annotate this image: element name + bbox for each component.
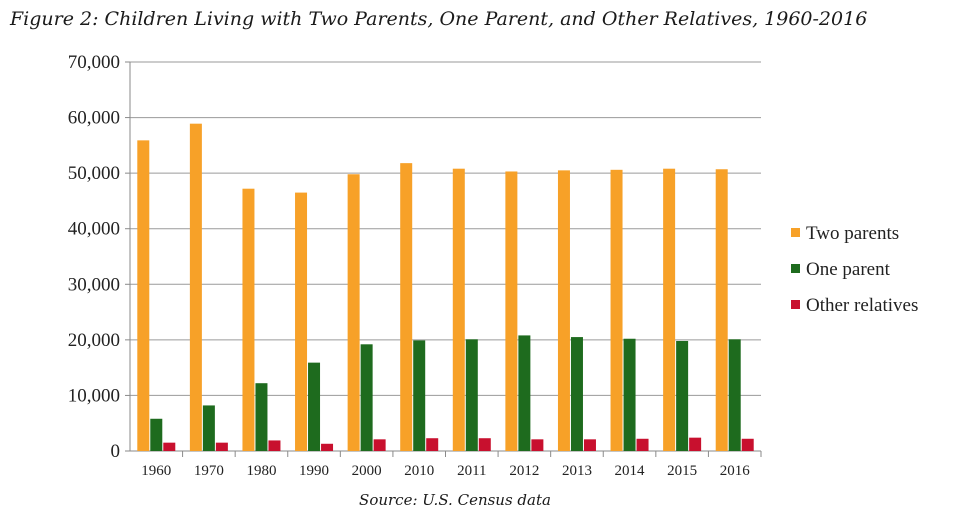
x-tick-label: 2016: [720, 463, 751, 479]
bar-other-relatives-2012: [531, 439, 544, 451]
y-tick-label: 60,000: [68, 108, 120, 129]
bar-other-relatives-1960: [163, 442, 176, 451]
bar-other-relatives-2011: [478, 438, 491, 451]
bar-other-relatives-1990: [321, 443, 334, 451]
gridlines: [130, 61, 761, 396]
chart-source: Source: U.S. Census data: [359, 491, 551, 509]
bar-one-parent-1990: [308, 362, 321, 451]
bar-two-parents-2014: [610, 169, 623, 451]
axes: [125, 61, 762, 457]
bar-two-parents-2010: [400, 163, 413, 451]
legend-label-one-parent: One parent: [806, 259, 891, 280]
x-tick-label: 1970: [194, 463, 224, 479]
bar-other-relatives-2000: [373, 439, 386, 451]
x-tick-label: 1980: [246, 463, 276, 479]
y-tick-label: 20,000: [68, 330, 120, 351]
bar-two-parents-2015: [663, 168, 676, 451]
bar-one-parent-1980: [255, 383, 268, 451]
y-tick-label: 50,000: [68, 163, 120, 184]
bar-two-parents-2000: [347, 174, 360, 452]
bar-one-parent-1960: [150, 418, 163, 451]
bar-one-parent-2010: [413, 340, 426, 451]
bar-one-parent-2012: [518, 335, 531, 451]
bar-one-parent-2013: [570, 337, 583, 451]
bar-two-parents-1980: [242, 188, 255, 451]
x-tick-label: 1960: [141, 463, 171, 479]
bar-two-parents-2012: [505, 171, 518, 451]
bar-other-relatives-1980: [268, 440, 281, 451]
bar-two-parents-2013: [557, 170, 570, 451]
legend-swatch-two-parents: [791, 228, 800, 237]
x-tick-label: 2012: [509, 463, 539, 479]
bar-other-relatives-2010: [426, 438, 439, 451]
bar-one-parent-2011: [465, 339, 478, 451]
legend-label-other-relatives: Other relatives: [806, 295, 918, 316]
bar-other-relatives-2015: [689, 437, 702, 451]
chart-title: Figure 2: Children Living with Two Paren…: [10, 8, 868, 30]
bar-two-parents-1990: [295, 192, 308, 452]
y-tick-label: 0: [111, 441, 121, 462]
bar-one-parent-2016: [728, 339, 741, 451]
x-tick-label: 1990: [299, 463, 329, 479]
y-tick-label: 40,000: [68, 219, 120, 240]
bar-other-relatives-2014: [636, 438, 649, 451]
y-tick-label: 70,000: [68, 52, 120, 73]
bar-one-parent-2015: [676, 340, 689, 451]
y-tick-label: 10,000: [68, 385, 120, 406]
x-tick-label: 2014: [615, 463, 646, 479]
legend-swatch-one-parent: [791, 264, 800, 273]
bar-other-relatives-2016: [741, 438, 754, 451]
x-tick-labels: 1960 1970 1980 1990 2000 2010 2011 2012 2013 2014…: [141, 463, 750, 479]
bar-one-parent-2014: [623, 338, 636, 451]
y-tick-labels: 0 10,000 20,000 30,000 40,000 50,000 60,000 70,…: [68, 52, 120, 462]
bars: [137, 123, 754, 452]
bar-one-parent-1970: [202, 405, 215, 451]
x-tick-label: 2000: [352, 463, 382, 479]
bar-other-relatives-2013: [583, 439, 596, 451]
bar-two-parents-2011: [452, 168, 465, 451]
bar-two-parents-1970: [189, 123, 202, 451]
y-tick-label: 30,000: [68, 274, 120, 295]
x-tick-label: 2010: [404, 463, 434, 479]
x-tick-label: 2013: [562, 463, 592, 479]
x-tick-label: 2011: [457, 463, 486, 479]
bar-other-relatives-1970: [215, 442, 228, 451]
bar-two-parents-2016: [715, 169, 728, 451]
legend-label-two-parents: Two parents: [806, 223, 899, 244]
bar-one-parent-2000: [360, 344, 373, 451]
legend-swatch-other-relatives: [791, 300, 800, 309]
x-tick-label: 2015: [667, 463, 697, 479]
legend: Two parents One parent Other relatives: [791, 223, 918, 316]
bar-two-parents-1960: [137, 140, 150, 451]
